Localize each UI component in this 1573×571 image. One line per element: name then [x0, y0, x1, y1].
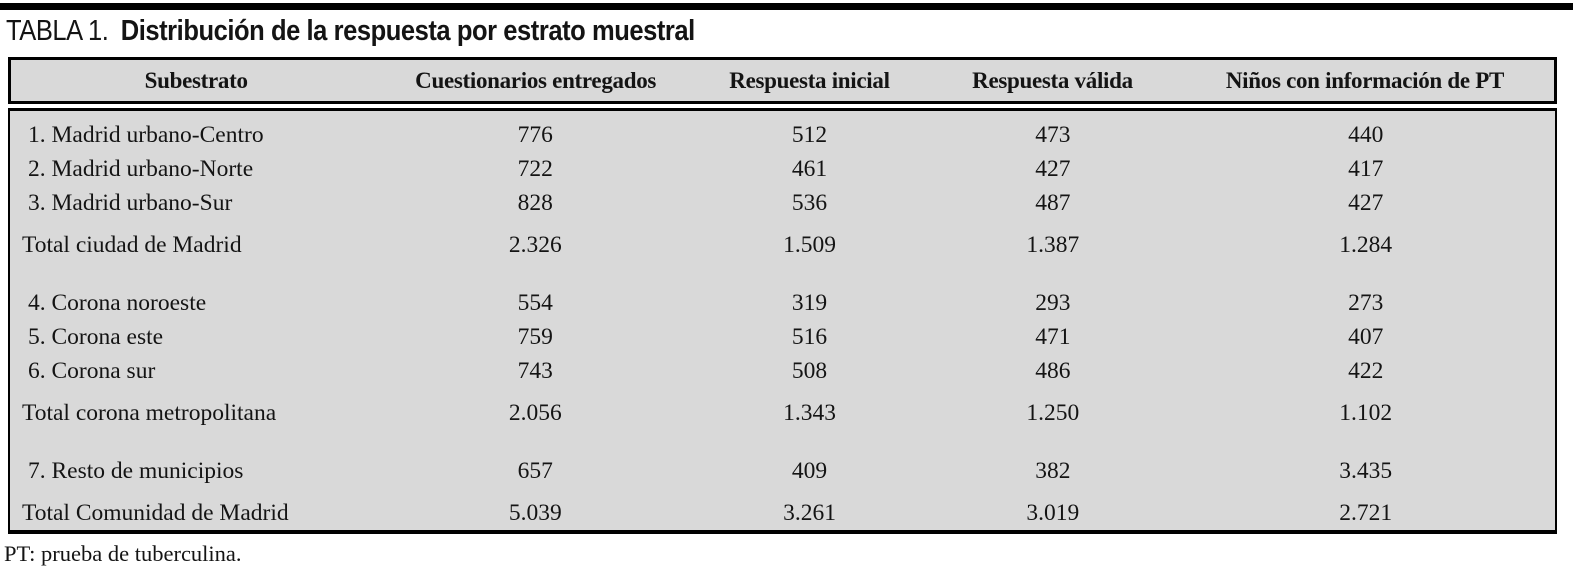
- row-value: 2.326: [508, 232, 562, 258]
- table-body: 1. Madrid urbano-Centro 776 512 473 440 2. Ma…: [8, 108, 1557, 534]
- row-value: 1.509: [783, 232, 836, 258]
- row-label: Total Comunidad de Madrid: [22, 500, 289, 526]
- row-value: 536: [791, 190, 828, 216]
- top-rule: [0, 3, 1573, 10]
- column-header-respuesta-valida: Respuesta válida: [972, 67, 1133, 93]
- row-value: 776: [517, 122, 553, 148]
- table-footnote: PT: prueba de tuberculina.: [4, 541, 242, 566]
- table-title: TABLA 1. Distribución de la respuesta por…: [6, 15, 695, 48]
- row-value: 2.056: [508, 400, 562, 426]
- row-value: 319: [791, 290, 828, 316]
- row-value: 427: [1348, 190, 1384, 216]
- table-row: 2. Madrid urbano-Norte 722 461 427 417: [10, 152, 1555, 186]
- row-label: 3. Madrid urbano-Sur: [28, 190, 233, 216]
- row-value: 1.284: [1339, 232, 1393, 258]
- row-label: 1. Madrid urbano-Centro: [28, 122, 264, 148]
- row-value: 273: [1348, 290, 1384, 316]
- row-value: 293: [1035, 290, 1071, 316]
- row-value: 487: [1035, 190, 1071, 216]
- table-row: 5. Corona este 759 516 471 407: [10, 320, 1555, 354]
- row-value: 417: [1348, 156, 1384, 182]
- row-value: 1.343: [783, 400, 836, 426]
- row-value: 1.102: [1339, 400, 1393, 426]
- spacer-row: [10, 430, 1555, 454]
- row-label: Total corona metropolitana: [22, 400, 277, 426]
- row-value: 828: [517, 190, 553, 216]
- row-value: 473: [1035, 122, 1071, 148]
- row-value: 1.250: [1026, 400, 1080, 426]
- row-value: 657: [517, 458, 553, 484]
- table-row: Total corona metropolitana 2.056 1.343 1.25…: [10, 396, 1555, 430]
- row-value: 508: [791, 358, 828, 384]
- row-value: 407: [1348, 324, 1384, 350]
- table-row: 4. Corona noroeste 554 319 293 273: [10, 286, 1555, 320]
- row-value: 516: [791, 324, 828, 350]
- row-label: Total ciudad de Madrid: [22, 232, 242, 258]
- row-label: 2. Madrid urbano-Norte: [28, 156, 254, 182]
- column-header-respuesta-inicial: Respuesta inicial: [729, 67, 890, 93]
- row-value: 427: [1035, 156, 1071, 182]
- row-value: 722: [517, 156, 553, 182]
- row-label: 4. Corona noroeste: [28, 290, 207, 316]
- spacer-row: [10, 262, 1555, 286]
- row-value: 3.019: [1026, 500, 1080, 526]
- table-row: Total ciudad de Madrid 2.326 1.509 1.387 1.2…: [10, 228, 1555, 262]
- row-value: 759: [517, 324, 553, 350]
- row-value: 461: [791, 156, 828, 182]
- row-value: 486: [1035, 358, 1071, 384]
- row-value: 3.435: [1339, 458, 1393, 484]
- row-value: 5.039: [508, 500, 562, 526]
- row-label: 6. Corona sur: [28, 358, 156, 384]
- column-header-subestrato: Subestrato: [144, 67, 248, 93]
- column-header-ninos-pt: Niños con información de PT: [1225, 67, 1505, 93]
- row-value: 554: [517, 290, 553, 316]
- table-row: 1. Madrid urbano-Centro 776 512 473 440: [10, 118, 1555, 152]
- row-value: 440: [1348, 122, 1384, 148]
- table-header: Subestrato Cuestionarios entregados Resp…: [8, 57, 1557, 104]
- row-value: 2.721: [1339, 500, 1393, 526]
- table-row: Total Comunidad de Madrid 5.039 3.261 3.019…: [10, 496, 1555, 530]
- row-value: 409: [791, 458, 828, 484]
- header-row: Subestrato Cuestionarios entregados Resp…: [11, 60, 1554, 101]
- row-value: 422: [1348, 358, 1384, 384]
- table-row: 6. Corona sur 743 508 486 422: [10, 354, 1555, 388]
- table-number: TABLA 1.: [6, 15, 109, 47]
- column-header-cuestionarios: Cuestionarios entregados: [415, 67, 657, 93]
- table-row: 3. Madrid urbano-Sur 828 536 487 427: [10, 186, 1555, 220]
- row-value: 382: [1035, 458, 1071, 484]
- row-value: 512: [791, 122, 828, 148]
- row-value: 1.387: [1026, 232, 1080, 258]
- row-label: 7. Resto de municipios: [28, 458, 244, 484]
- row-value: 471: [1035, 324, 1071, 350]
- row-value: 3.261: [783, 500, 836, 526]
- table-row: 7. Resto de municipios 657 409 382 3.435: [10, 454, 1555, 488]
- row-value: 743: [517, 358, 553, 384]
- row-label: 5. Corona este: [28, 324, 164, 350]
- table-caption: Distribución de la respuesta por estrato…: [120, 15, 696, 47]
